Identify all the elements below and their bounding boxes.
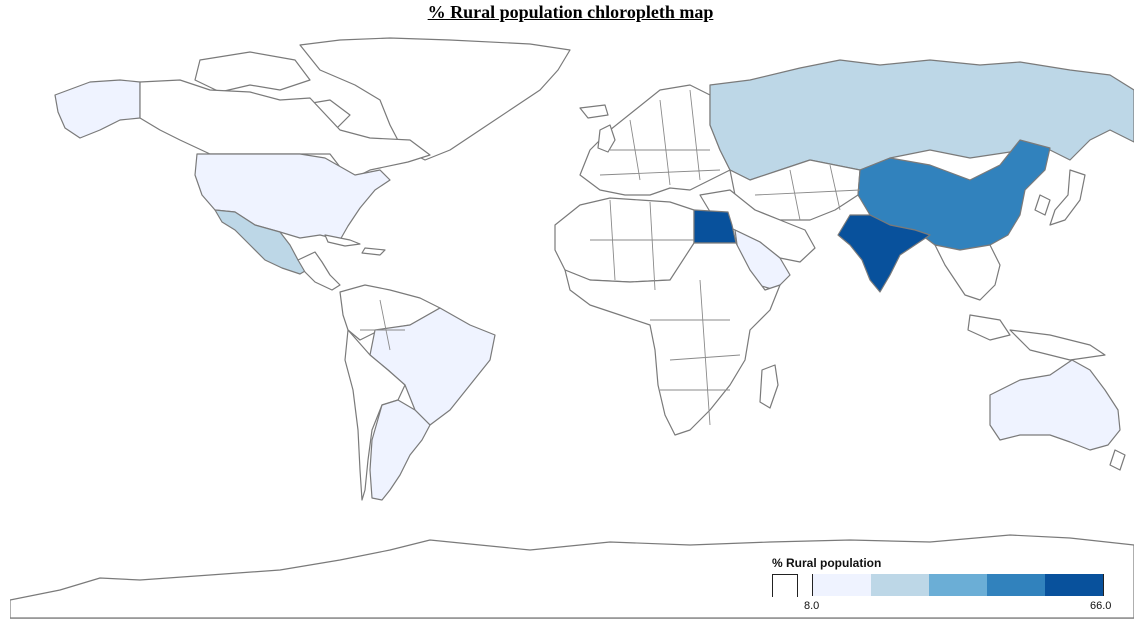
region-australia[interactable] [989,359,1121,451]
region-southeast-asia[interactable] [934,244,1106,361]
region-greenland[interactable] [299,37,571,161]
borders-asia [754,164,861,221]
region-japan[interactable] [1034,169,1086,226]
region-new-zealand[interactable] [1109,449,1126,471]
legend: % Rural population 8.0 66.0 [772,556,1112,618]
legend-swatch-4 [987,574,1045,596]
region-alaska[interactable] [54,79,141,139]
region-russia[interactable] [709,59,1134,181]
region-argentina[interactable] [369,399,431,501]
region-madagascar[interactable] [759,364,779,409]
region-india[interactable] [837,214,931,293]
region-canada[interactable] [139,79,431,181]
legend-swatch-5 [1045,574,1103,596]
region-antarctica[interactable] [10,534,1134,618]
map-frame [10,30,1134,619]
legend-swatch-1 [813,574,871,596]
legend-swatch-3 [929,574,987,596]
map-title: % Rural population chloropleth map [427,2,714,22]
borders-south-america [360,299,405,351]
legend-min-label: 8.0 [804,600,820,612]
legend-color-bar [812,574,1104,596]
region-uk[interactable] [579,104,616,153]
region-caribbean[interactable] [324,234,386,256]
borders-europe [599,89,721,186]
borders-africa [590,199,741,426]
legend-no-data-swatch [772,574,798,597]
legend-max-label: 66.0 [1090,600,1112,612]
region-subsaharan-africa[interactable] [564,242,781,436]
legend-title: % Rural population [772,556,882,570]
legend-swatch-2 [871,574,929,596]
world-map[interactable] [10,30,1134,618]
region-central-america[interactable] [297,251,341,291]
region-andes[interactable] [344,329,406,501]
region-egypt[interactable] [693,209,737,244]
